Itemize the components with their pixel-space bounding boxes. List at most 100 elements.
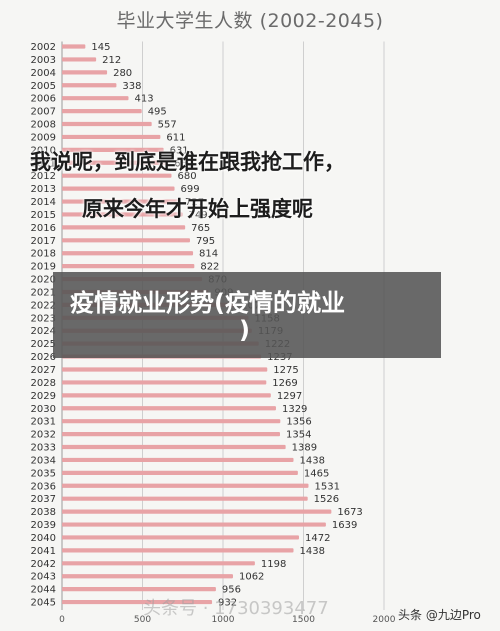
data-label: 611: [166, 132, 185, 143]
bar: [62, 561, 255, 566]
category-label: 2005: [31, 81, 56, 92]
bar: [62, 225, 186, 230]
bar: [62, 57, 97, 62]
category-label: 2021: [31, 287, 56, 298]
data-label: 1297: [277, 391, 302, 402]
x-tick-label: 500: [134, 615, 151, 625]
category-label: 2045: [31, 598, 56, 609]
category-label: 2028: [31, 378, 56, 389]
bar: [62, 457, 294, 463]
category-label: 2018: [31, 249, 56, 260]
category-label: 2038: [31, 507, 56, 518]
data-label: 212: [102, 55, 121, 66]
bar: [62, 509, 332, 514]
bar: [62, 574, 233, 579]
category-label: 2016: [31, 223, 56, 234]
data-label: 495: [148, 107, 167, 118]
data-label: 1472: [305, 533, 330, 544]
bar: [62, 432, 280, 437]
category-label: 2040: [31, 533, 56, 544]
data-label: 680: [177, 171, 196, 182]
caption-line-1: 我说呢，到底是谁在跟我抢工作，: [30, 150, 345, 174]
watermark: 头条号 · 1730393477: [143, 598, 329, 619]
data-label: 749: [189, 210, 208, 221]
x-tick-label: 1000: [212, 615, 235, 625]
category-label: 2023: [31, 313, 56, 324]
data-label: 727: [185, 197, 204, 208]
bar: [62, 522, 326, 527]
banner-title-line-1: 疫情就业形势(疫情的就业: [70, 289, 345, 317]
data-label: 145: [91, 42, 110, 53]
category-label: 2036: [31, 481, 56, 492]
bar: [62, 470, 298, 475]
bar: [62, 96, 129, 101]
bar: [62, 535, 299, 540]
category-label: 2002: [31, 42, 56, 53]
bar: [62, 444, 286, 450]
category-label: 2027: [31, 365, 56, 376]
data-label: 1526: [314, 494, 339, 505]
data-label: 1275: [273, 365, 298, 376]
bar: [62, 483, 309, 488]
bar: [62, 238, 190, 243]
category-label: 2037: [31, 494, 56, 505]
data-label: 814: [199, 249, 218, 260]
source-credit: 头条 @九边Pro: [398, 608, 481, 622]
category-label: 2015: [31, 210, 56, 221]
bar: [62, 599, 213, 605]
data-label: 822: [200, 262, 219, 273]
category-label: 2007: [31, 107, 56, 118]
x-tick-label: 2000: [373, 615, 396, 625]
category-label: 2031: [31, 417, 56, 428]
data-label: 1062: [239, 572, 264, 583]
category-label: 2029: [31, 391, 56, 402]
bar: [62, 109, 142, 114]
bar: [62, 134, 161, 140]
caption-line-2: 原来今年才开始上强度呢: [82, 197, 313, 221]
bar: [62, 496, 308, 501]
category-label: 2009: [31, 132, 56, 143]
category-label: 2043: [31, 572, 56, 583]
data-label: 1389: [292, 443, 317, 454]
article-title-banner[interactable]: 疫情就业形势(疫情的就业 ): [53, 272, 441, 358]
data-label: 413: [134, 94, 153, 105]
data-label: 1465: [304, 468, 329, 479]
bar: [62, 380, 267, 385]
data-label: 338: [122, 81, 141, 92]
bar: [62, 70, 108, 75]
data-label: 795: [196, 236, 215, 247]
category-label: 2006: [31, 94, 56, 105]
category-label: 2034: [31, 455, 56, 466]
category-label: 2020: [31, 275, 56, 286]
category-label: 2041: [31, 546, 56, 557]
category-label: 2011: [31, 158, 56, 169]
category-label: 2008: [31, 120, 56, 131]
data-label: 1356: [286, 417, 311, 428]
category-label: 2024: [31, 326, 56, 337]
bar: [62, 186, 175, 191]
x-tick-label: 1500: [292, 615, 315, 625]
category-label: 2022: [31, 300, 56, 311]
bar: [62, 173, 172, 178]
bar: [62, 199, 180, 204]
data-label: 932: [218, 598, 237, 609]
bar: [62, 83, 117, 88]
bar: [62, 212, 183, 217]
chart-title: 毕业大学生人数 (2002-2045): [116, 10, 384, 32]
data-label: 1198: [261, 559, 286, 570]
bar: [62, 160, 169, 165]
category-label: 2014: [31, 197, 56, 208]
data-label: 631: [170, 145, 189, 156]
category-label: 2004: [31, 68, 56, 79]
data-label: 956: [222, 585, 241, 596]
data-label: 1673: [337, 507, 362, 518]
data-label: 699: [181, 184, 200, 195]
data-label: 1329: [282, 404, 307, 415]
data-label: 1354: [286, 430, 311, 441]
category-label: 2033: [31, 443, 56, 454]
bar: [62, 264, 195, 269]
category-label: 2039: [31, 520, 56, 531]
bar: [62, 406, 276, 411]
x-tick-label: 0: [59, 615, 65, 625]
